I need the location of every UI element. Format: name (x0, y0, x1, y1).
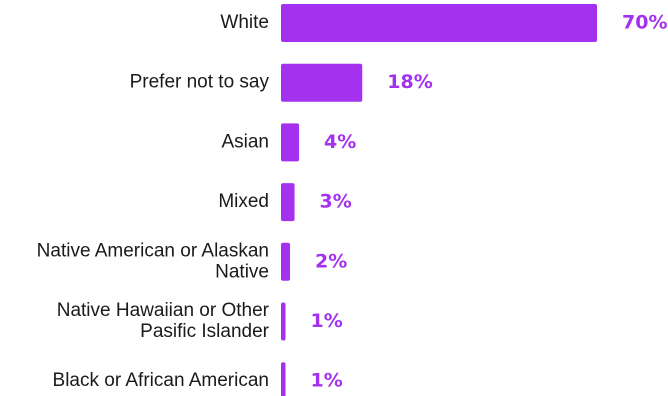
category-label-line: Native American or Alaskan (37, 240, 269, 261)
category-label: Native American or Alaskan Native (37, 240, 269, 282)
category-label-line: Mixed (218, 191, 269, 212)
category-label: Native Hawaiian or Other Pasific Islander (57, 300, 270, 342)
value-label: 3% (320, 191, 352, 213)
bar (281, 242, 291, 281)
category-label-line: Black or African American (53, 370, 269, 391)
value-label: 1% (311, 370, 343, 392)
category-label-line: Native (215, 261, 269, 282)
category-label-line: Asian (221, 131, 269, 152)
value-label: 18% (387, 71, 432, 93)
value-label: 4% (324, 131, 356, 153)
category-label-line: Pasific Islander (140, 321, 270, 342)
bar (281, 123, 300, 162)
value-label: 2% (315, 250, 347, 272)
category-label: Prefer not to say (130, 72, 270, 93)
bar (281, 4, 597, 42)
bar (281, 362, 286, 396)
bar (281, 183, 295, 222)
category-label-line: Native Hawaiian or Other (57, 300, 270, 321)
category-label: Asian (221, 131, 269, 152)
category-label: Black or African American (53, 370, 269, 391)
bar (281, 302, 286, 341)
value-label: 70% (622, 12, 667, 34)
bar (281, 63, 363, 102)
category-label-line: Prefer not to say (130, 72, 270, 93)
category-label-line: White (220, 12, 269, 33)
value-label: 1% (311, 310, 343, 332)
category-label: White (220, 12, 269, 33)
category-label: Mixed (218, 191, 269, 212)
